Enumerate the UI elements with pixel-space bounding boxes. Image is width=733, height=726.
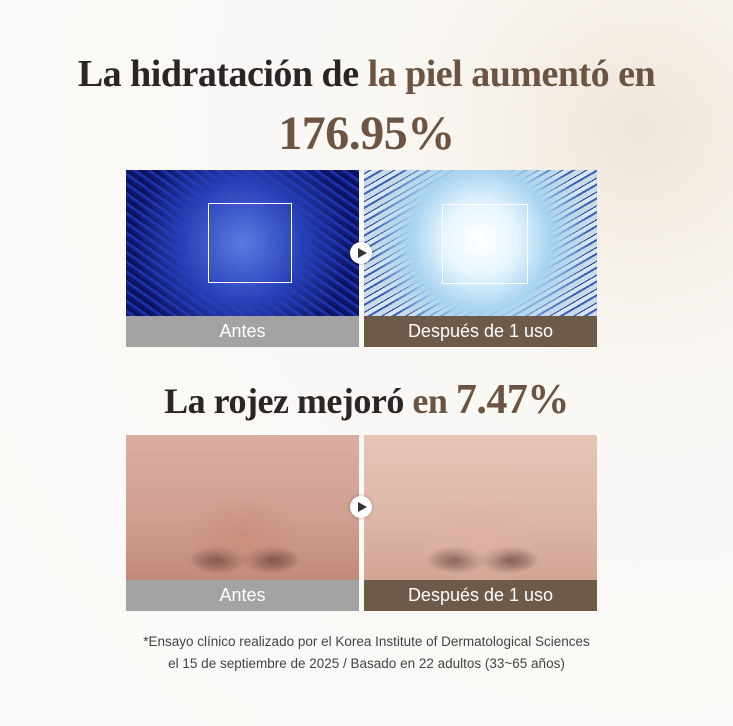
hydration-title-brown: la piel aumentó en [367,53,656,95]
before-label: Antes [126,316,359,347]
redness-before-image [126,435,359,580]
redness-title: La rojez mejoró en 7.47% [0,376,733,424]
before-label: Antes [126,580,359,611]
after-label: Después de 1 uso [364,580,597,611]
footnote-line-1: *Ensayo clínico realizado por el Korea I… [143,634,590,649]
redness-before-panel: Antes [126,435,359,611]
hydration-value: 176.95% [278,107,455,160]
hydration-title: La hidratación de la piel aumentó en [0,52,733,96]
play-arrow-icon [350,496,372,518]
redness-value: 7.47% [455,377,570,423]
redness-title-dark: La rojez mejoró [164,381,404,421]
hydration-before-image [126,170,359,316]
footnote-line-2: el 15 de septiembre de 2025 / Basado en … [168,656,565,671]
hydration-title-dark: La hidratación de [77,53,359,95]
focus-box [208,203,292,283]
redness-after-image [364,435,597,580]
after-label: Después de 1 uso [364,316,597,347]
redness-title-brown: en [412,381,448,421]
hydration-before-panel: Antes [126,170,359,347]
play-arrow-icon [350,242,372,264]
focus-box [442,204,528,284]
hydration-after-panel: Después de 1 uso [364,170,597,347]
hydration-after-image [364,170,597,316]
redness-after-panel: Después de 1 uso [364,435,597,611]
